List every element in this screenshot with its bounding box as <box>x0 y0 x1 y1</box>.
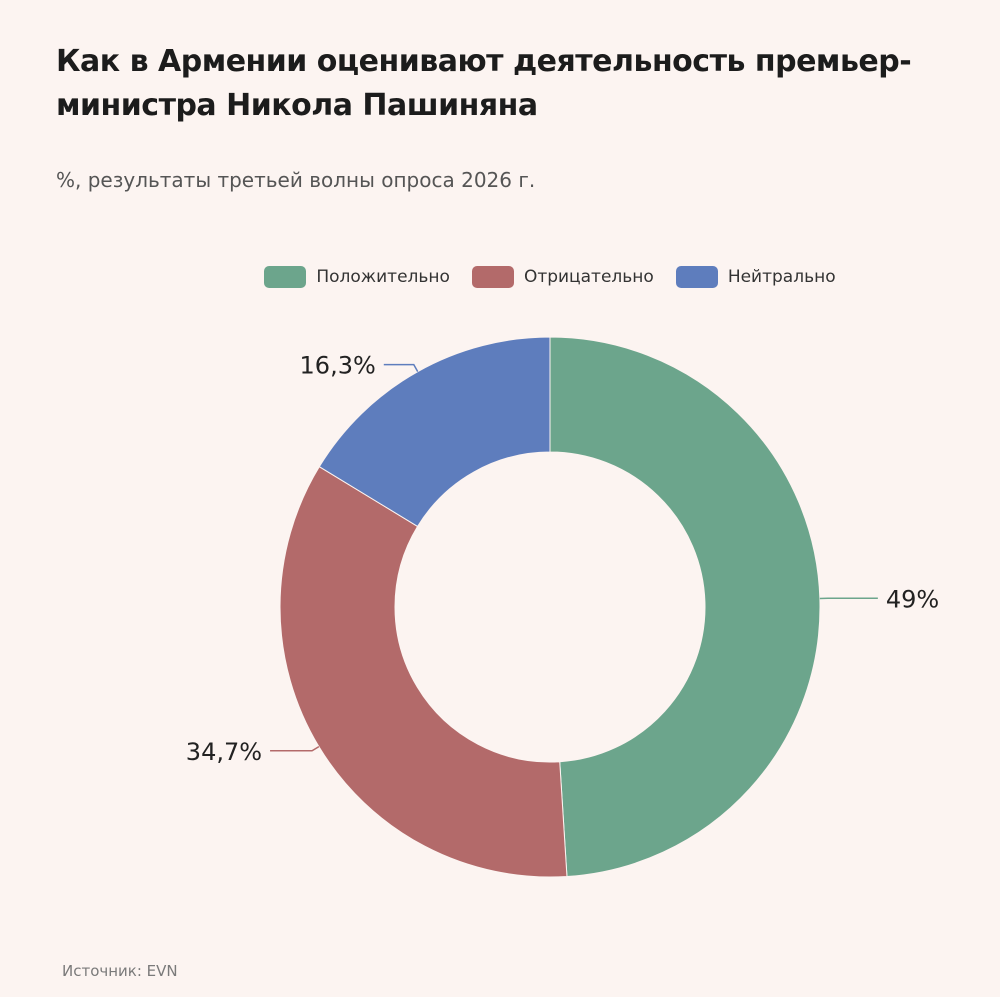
legend-label-neutral: Нейтрально <box>727 267 836 287</box>
legend-swatch-negative <box>471 266 514 288</box>
data-label-neutral: 16,3% <box>300 352 376 380</box>
leader-line-neutral <box>383 363 419 373</box>
legend-label-negative: Отрицательно <box>523 267 654 287</box>
legend-label-positive: Положительно <box>316 267 450 287</box>
data-label-negative: 34,7% <box>186 738 262 766</box>
donut-slice-positive <box>549 336 821 877</box>
legend-item-negative: Отрицательно <box>471 266 654 288</box>
legend-swatch-positive <box>264 266 307 288</box>
source-note: Источник: EVN <box>62 962 178 980</box>
legend-item-positive: Положительно <box>264 266 450 288</box>
chart-legend: Положительно Отрицательно Нейтрально <box>0 266 1000 288</box>
donut-slice-neutral <box>318 336 551 528</box>
legend-swatch-neutral <box>675 266 718 288</box>
leader-line-negative <box>270 745 320 752</box>
chart-subtitle: %, результаты третьей волны опроса 2026 … <box>56 168 536 192</box>
donut-slice-negative <box>279 465 568 878</box>
chart-title: Как в Армении оценивают деятельность пре… <box>56 44 912 123</box>
data-label-positive: 49% <box>886 585 939 613</box>
legend-item-neutral: Нейтрально <box>675 266 836 288</box>
